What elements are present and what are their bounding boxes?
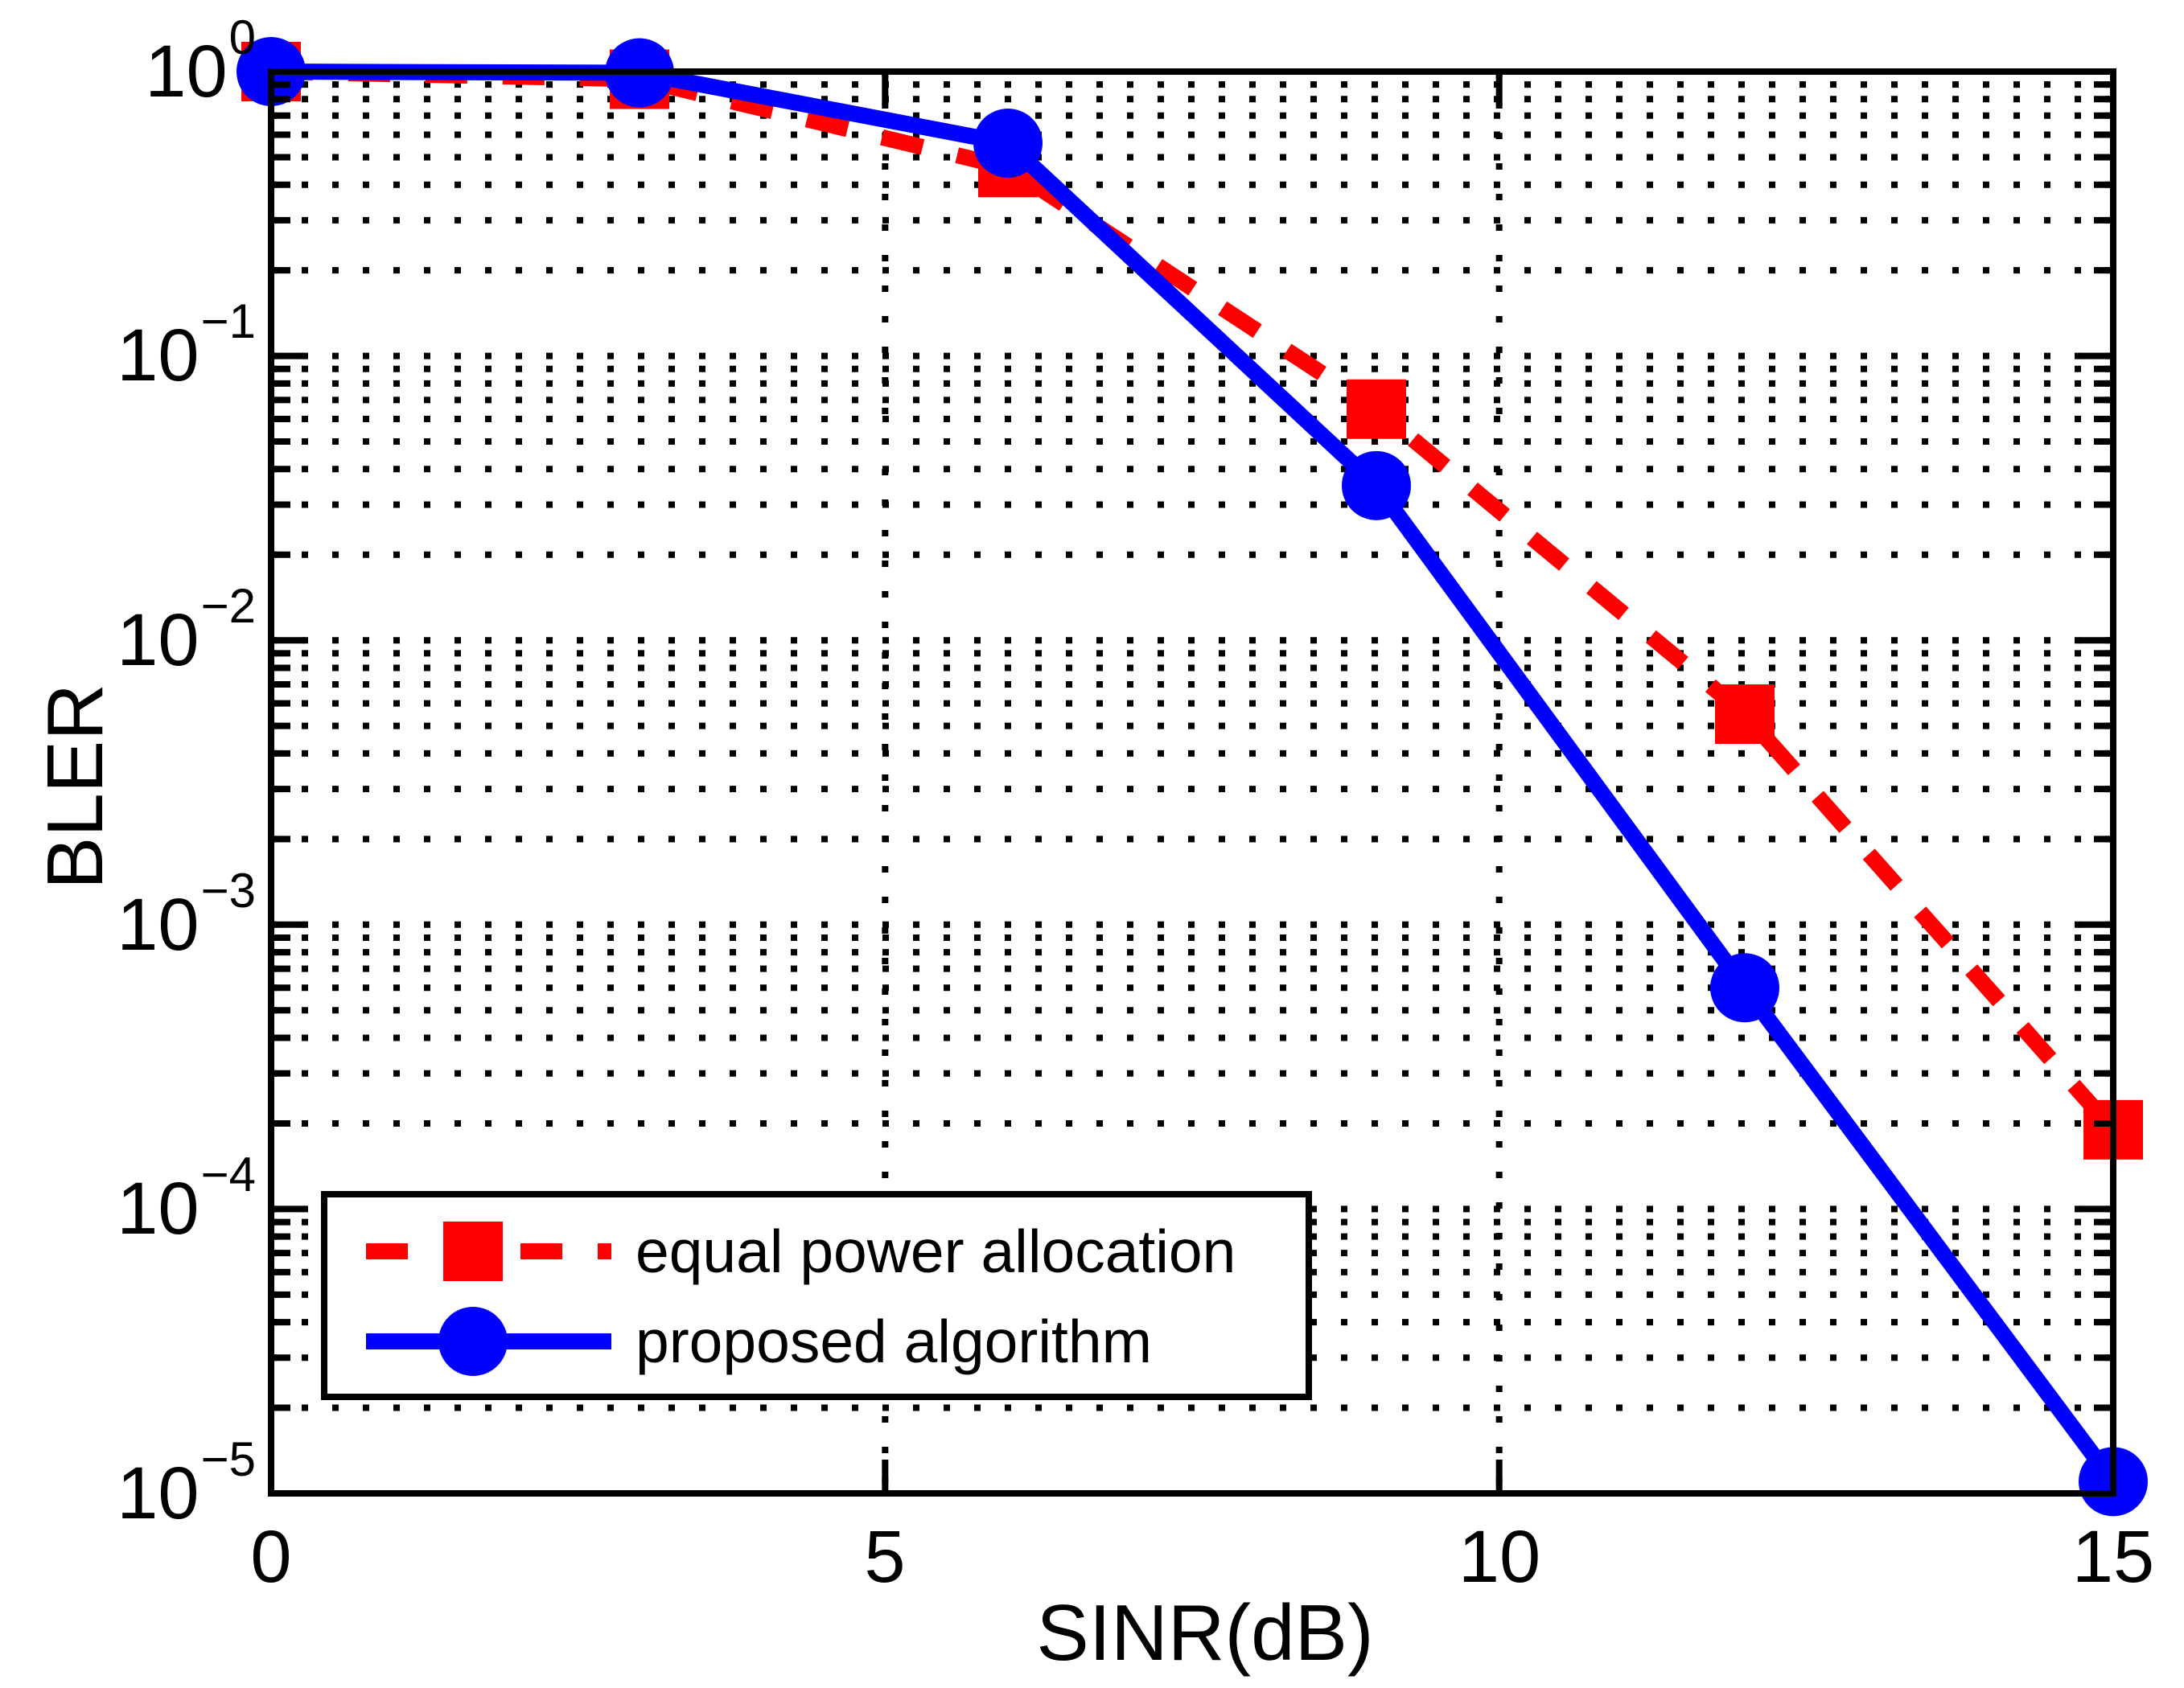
y-tick-label-1e-1: 10 −1	[117, 294, 256, 396]
marker-circle	[973, 109, 1043, 179]
x-axis-label: SINR(dB)	[1036, 1587, 1374, 1677]
y-tick-label-1e-2: 10 −2	[117, 579, 256, 681]
marker-circle	[1342, 450, 1411, 520]
series-line-1	[270, 64, 2120, 1136]
y-tick-label-1e-5: 10 −5	[117, 1432, 256, 1534]
legend-marker-square	[443, 1222, 503, 1281]
y-tick-label-1e-3: 10 −3	[117, 864, 256, 966]
x-tick-label-0: 0	[250, 1515, 292, 1598]
marker-square	[1715, 684, 1775, 745]
legend-label-proposed-algorithm: proposed algorithm	[635, 1308, 1153, 1375]
legend-marker-circle	[438, 1307, 508, 1376]
y-tick-label-1e-4: 10 −4	[117, 1148, 256, 1250]
x-tick-label-10: 10	[1458, 1515, 1541, 1598]
x-tick-label-5: 5	[864, 1515, 906, 1598]
y-tick-label-1e0: 10 0	[145, 10, 256, 113]
axes-box	[268, 68, 2116, 1497]
legend-label-equal-power-allocation: equal power allocation	[635, 1218, 1236, 1285]
marker-circle	[1710, 953, 1779, 1023]
x-tick-label-15: 15	[2071, 1515, 2155, 1598]
marker-square	[1347, 379, 1406, 439]
